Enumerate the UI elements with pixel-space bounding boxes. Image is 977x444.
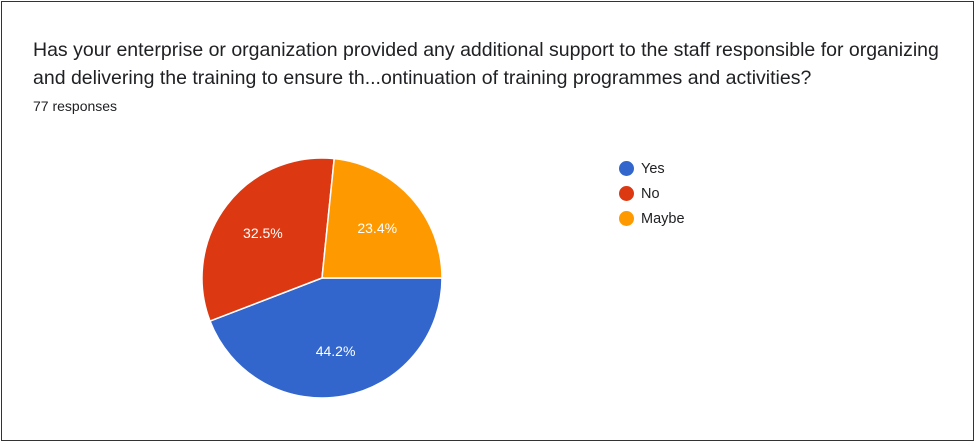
legend: Yes No Maybe — [619, 156, 685, 231]
legend-dot-icon — [619, 211, 634, 226]
pie-slice-yes[interactable] — [209, 277, 443, 399]
slice-label: 23.4% — [357, 220, 397, 236]
question-title: Has your enterprise or organization prov… — [33, 39, 939, 89]
slice-label: 44.2% — [316, 343, 356, 359]
legend-label: Yes — [641, 160, 665, 177]
legend-item-no[interactable]: No — [619, 181, 685, 206]
legend-item-yes[interactable]: Yes — [619, 156, 685, 181]
slice-label: 32.5% — [243, 225, 283, 241]
pie-slice-maybe[interactable] — [321, 157, 443, 279]
pie-slice-no[interactable] — [201, 157, 336, 323]
legend-dot-icon — [619, 161, 634, 176]
legend-item-maybe[interactable]: Maybe — [619, 206, 685, 231]
legend-dot-icon — [619, 186, 634, 201]
legend-label: No — [641, 185, 660, 202]
response-count: 77 responses — [33, 98, 118, 114]
legend-label: Maybe — [641, 210, 685, 227]
